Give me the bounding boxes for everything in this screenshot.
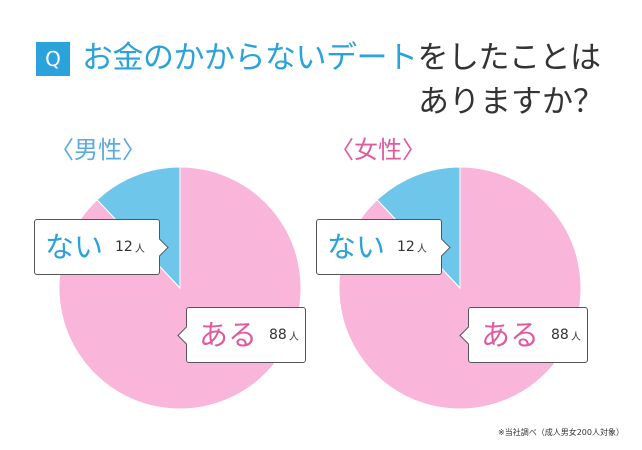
label-count: 12 [115, 239, 133, 255]
pie-chart-male [58, 166, 302, 410]
label-aru: ある [199, 318, 258, 352]
male-callout-nai: ない 12 人 [34, 219, 169, 275]
label-unit: 人 [416, 243, 427, 255]
female-callout-nai: ない 12 人 [316, 219, 451, 275]
pie-chart-female [338, 166, 582, 410]
question-line-2: ありますか？ [418, 84, 604, 120]
label-unit: 人 [134, 243, 145, 255]
male-callout-aru: ある 88 人 [177, 307, 306, 363]
label-aru: ある [481, 318, 540, 352]
chart-title-female: 〈女性〉 [330, 136, 426, 164]
label-count: 12 [397, 239, 415, 255]
female-callout-aru: ある 88 人 [459, 307, 588, 363]
footnote: ※当社調べ（成人男女200人対象） [498, 428, 624, 437]
label-unit: 人 [288, 331, 299, 343]
question-line-1: お金のかからないデートをしたことは [82, 36, 601, 80]
label-nai: ない [327, 230, 386, 264]
label-count: 88 [551, 327, 569, 343]
question-rest: をしたことは [417, 40, 602, 76]
label-unit: 人 [570, 331, 581, 343]
question-badge: Q [36, 42, 70, 76]
chart-title-male: 〈男性〉 [50, 136, 146, 164]
question-highlight: お金のかからないデート [82, 40, 418, 76]
label-count: 88 [269, 327, 287, 343]
label-nai: ない [45, 230, 104, 264]
